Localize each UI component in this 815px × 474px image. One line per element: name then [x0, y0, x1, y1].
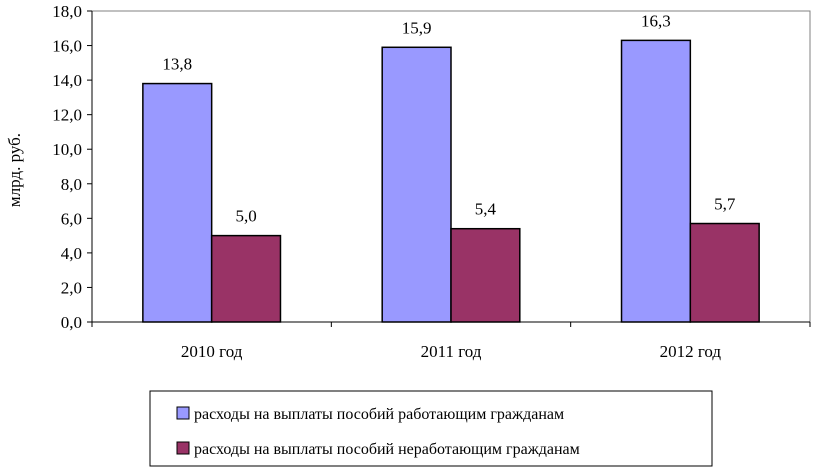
legend-label: расходы на выплаты пособий неработающим … — [194, 441, 580, 458]
bar — [620, 39, 692, 323]
data-label: 16,3 — [641, 11, 671, 30]
bar — [142, 82, 213, 323]
y-tick-label: 10,0 — [52, 140, 82, 159]
legend-box — [149, 390, 713, 467]
legend-swatch — [176, 406, 190, 420]
legend: расходы на выплаты пособий работающим гр… — [149, 390, 713, 467]
y-tick-label: 12,0 — [52, 106, 82, 125]
bar — [689, 222, 760, 323]
y-tick-label: 14,0 — [52, 71, 82, 90]
data-label: 5,7 — [714, 195, 736, 214]
x-tick-label: 2010 год — [181, 342, 243, 361]
plot-area: 0,0 2,0 4,0 6,0 8,0 10,0 12,0 14,0 16,0 18,0 13,8 5… — [52, 2, 811, 361]
y-tick-label: 18,0 — [52, 2, 82, 21]
x-tick-label: 2011 год — [421, 342, 482, 361]
data-label: 15,9 — [402, 18, 432, 37]
data-label: 5,4 — [475, 200, 497, 219]
y-tick-label: 4,0 — [61, 244, 82, 263]
y-axis-label: млрд. руб. — [5, 133, 24, 207]
y-tick-label: 6,0 — [61, 209, 82, 228]
bar — [210, 234, 282, 323]
x-tick-label: 2012 год — [660, 342, 722, 361]
y-tick-label: 0,0 — [61, 313, 82, 332]
bar — [450, 227, 521, 323]
legend-swatch — [176, 441, 190, 455]
data-label: 13,8 — [162, 55, 192, 74]
y-tick-label: 2,0 — [61, 278, 82, 297]
y-tick-label: 16,0 — [52, 37, 82, 56]
y-tick-label: 8,0 — [61, 175, 82, 194]
data-label: 5,0 — [235, 207, 256, 226]
legend-label: расходы на выплаты пособий работающим гр… — [194, 406, 564, 423]
bar — [381, 46, 452, 323]
